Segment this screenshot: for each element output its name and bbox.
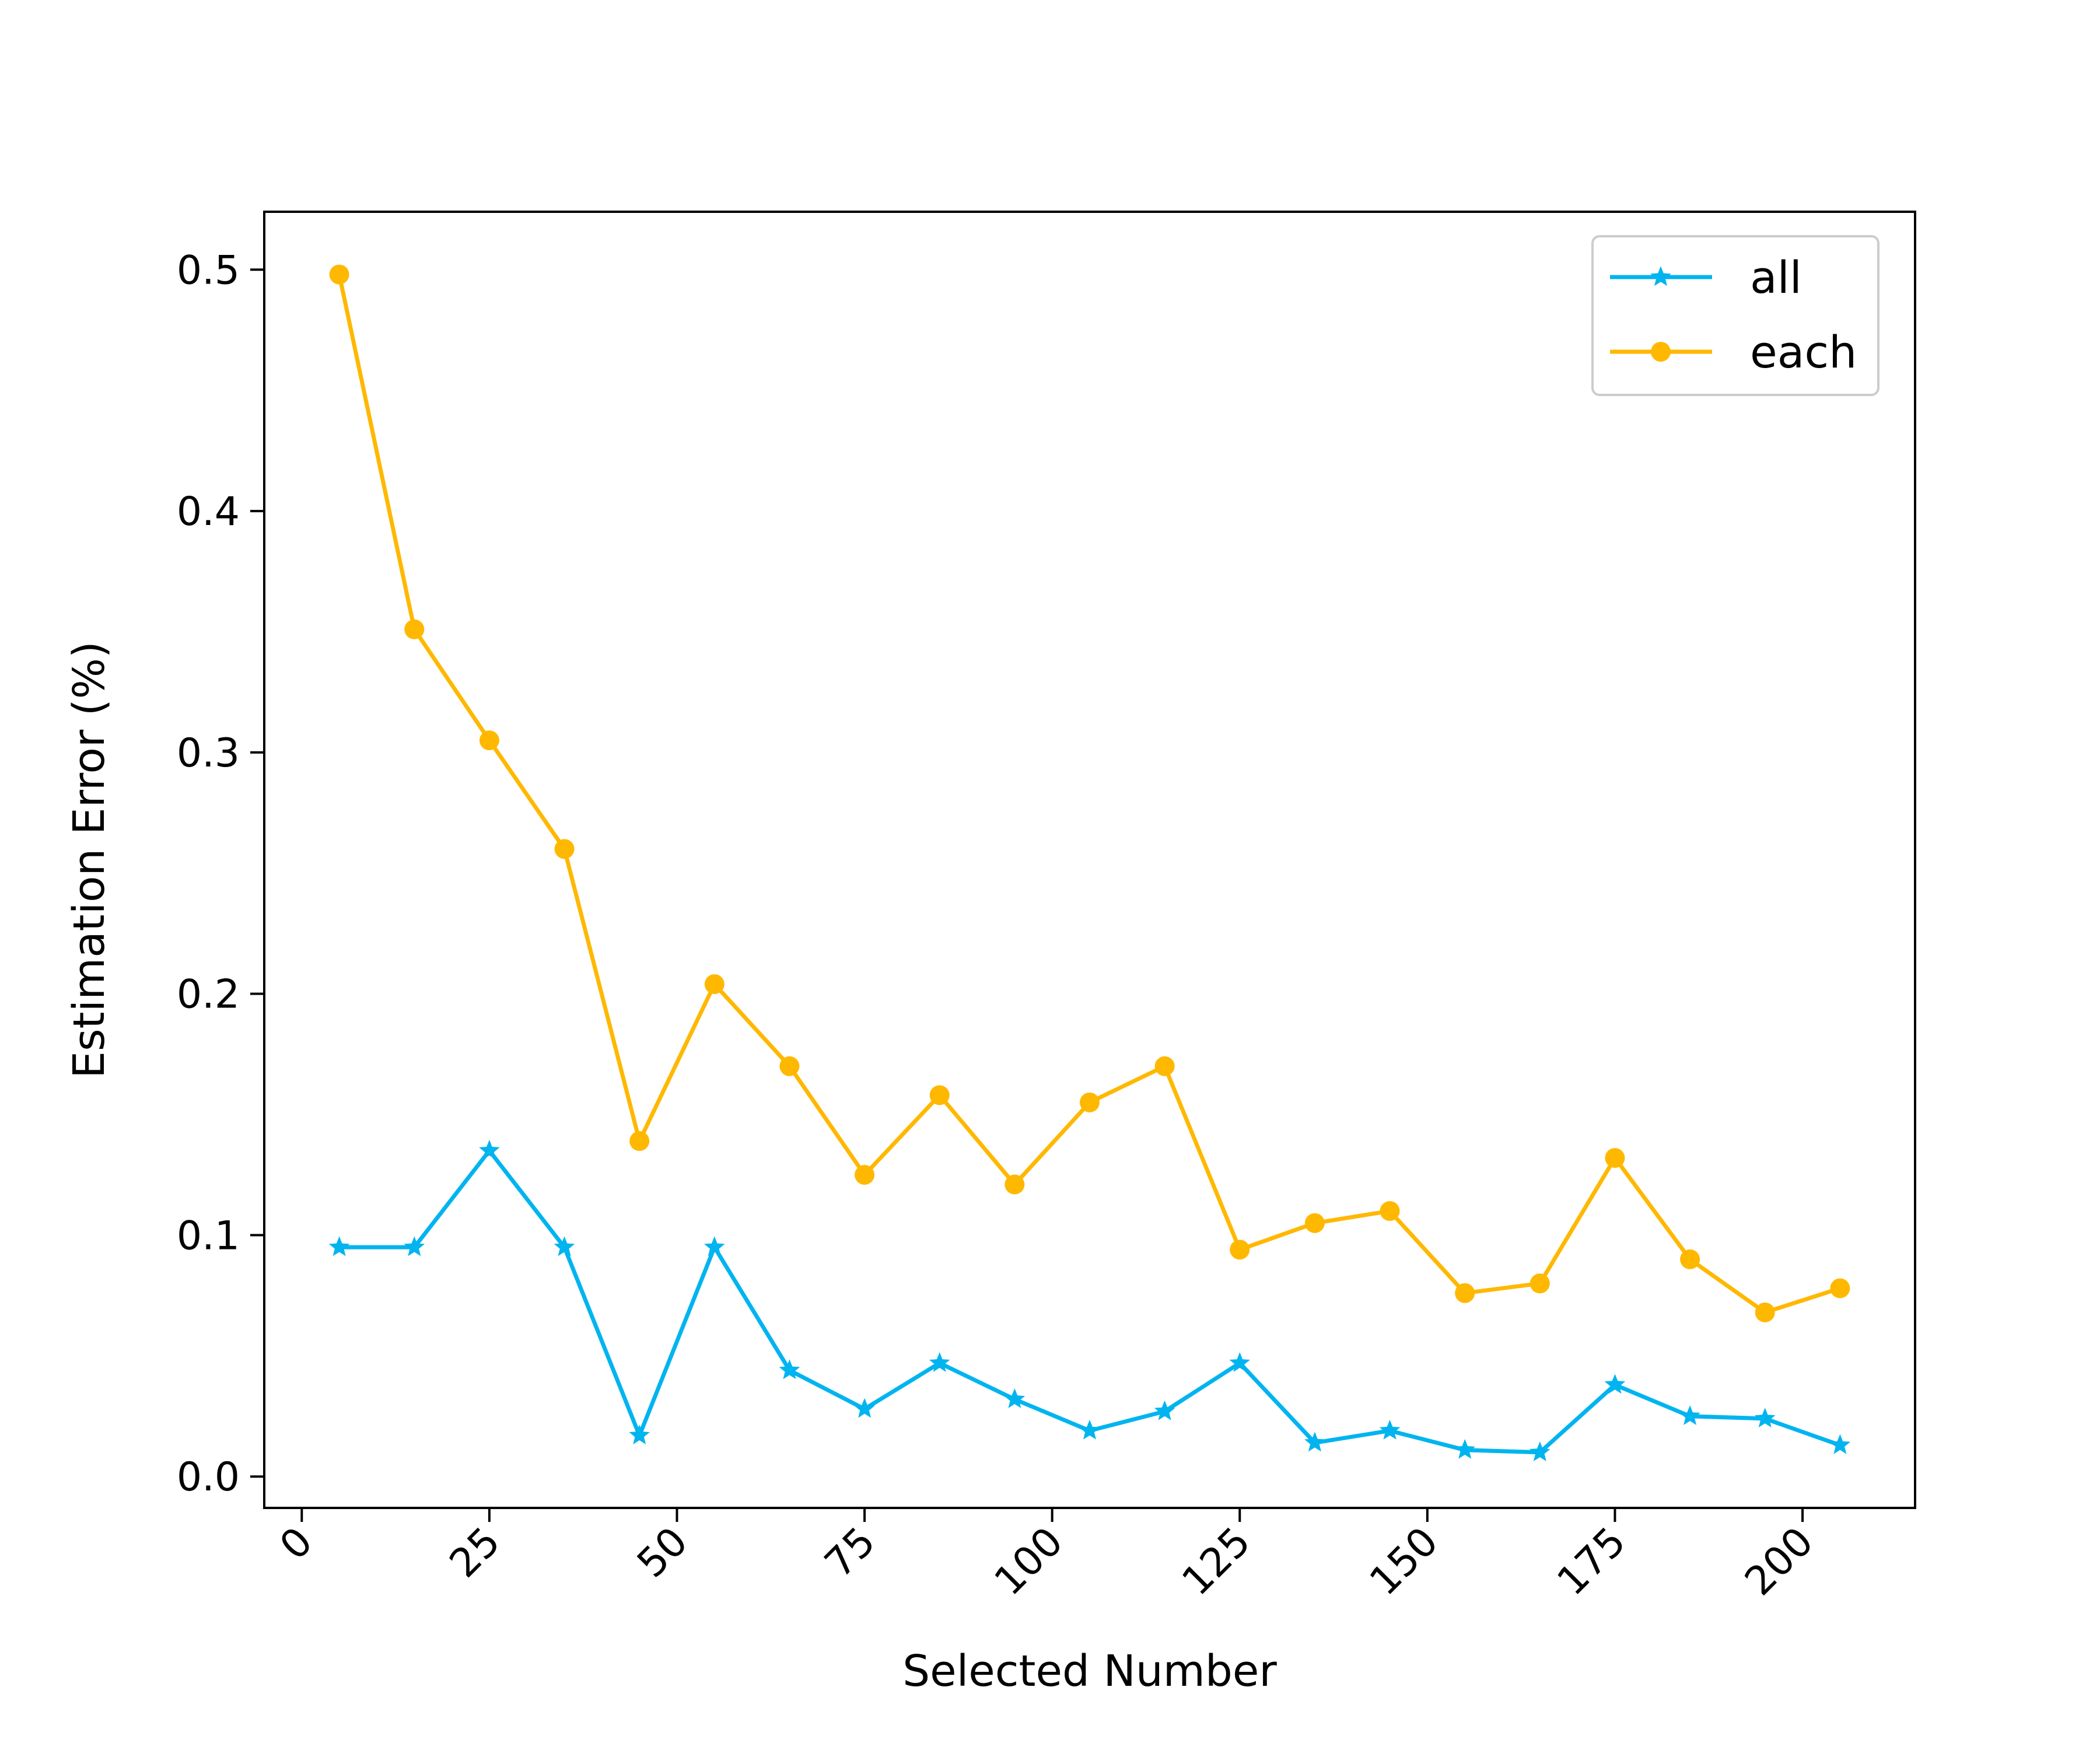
data-point-all [1154, 1400, 1175, 1420]
data-point-all [854, 1398, 875, 1418]
data-point-all [1530, 1441, 1550, 1462]
data-point-each [855, 1164, 875, 1185]
data-point-all [1229, 1352, 1251, 1372]
data-point-each [479, 730, 499, 751]
data-point-each [1680, 1249, 1700, 1269]
data-point-each [1230, 1240, 1250, 1260]
legend-marker [1651, 342, 1671, 362]
y-tick-label: 0.2 [177, 972, 240, 1018]
y-tick-label: 0.5 [177, 247, 240, 293]
y-tick-label: 0.3 [177, 730, 240, 776]
data-point-all [1304, 1432, 1325, 1452]
data-point-all [1004, 1388, 1026, 1408]
data-point-each [1605, 1148, 1625, 1168]
legend-item-each: each [1610, 326, 1857, 378]
data-point-each [554, 839, 575, 859]
data-point-all [704, 1236, 725, 1256]
data-point-all [404, 1236, 425, 1256]
data-point-all [1454, 1438, 1475, 1459]
series-all [328, 1139, 1851, 1462]
data-point-all [554, 1236, 575, 1256]
y-axis-label: Estimation Error (%) [64, 641, 114, 1079]
x-axis-label: Selected Number [902, 1646, 1277, 1696]
data-point-each [1830, 1278, 1850, 1298]
data-point-all [929, 1352, 950, 1372]
legend-item-all: all [1610, 251, 1802, 303]
plot-frame [263, 211, 1916, 1509]
data-point-all [779, 1359, 800, 1380]
y-tick-label: 0.1 [177, 1213, 240, 1259]
legend-label: each [1750, 326, 1857, 378]
data-point-each [704, 974, 724, 995]
data-point-each [1455, 1283, 1475, 1303]
data-point-all [629, 1424, 650, 1444]
data-point-each [329, 264, 349, 285]
data-point-all [1679, 1405, 1700, 1425]
data-point-all [479, 1139, 500, 1160]
data-point-each [929, 1085, 950, 1105]
data-point-each [1304, 1213, 1325, 1233]
data-point-all [1829, 1434, 1851, 1454]
data-point-all [1604, 1374, 1626, 1394]
data-point-all [1079, 1419, 1100, 1440]
data-point-all [1754, 1408, 1776, 1427]
data-point-each [1005, 1174, 1025, 1195]
y-tick-label: 0.4 [177, 489, 240, 535]
data-point-each [404, 619, 425, 639]
data-point-all [1379, 1419, 1401, 1440]
y-axis: 0.0 0.1 0.2 0.3 0.4 0.5 [177, 247, 264, 1500]
data-point-each [1380, 1201, 1400, 1222]
series-layer [328, 264, 1851, 1462]
data-point-each [779, 1056, 800, 1076]
legend-marker [1650, 266, 1671, 286]
data-point-each [629, 1131, 650, 1152]
series-each [329, 264, 1850, 1322]
data-point-each [1755, 1302, 1775, 1322]
data-point-all [328, 1236, 350, 1256]
legend: all each [1591, 235, 1880, 396]
data-point-each [1530, 1273, 1550, 1294]
data-point-each [1080, 1092, 1100, 1112]
y-tick-label: 0.0 [177, 1454, 240, 1500]
data-point-each [1154, 1056, 1175, 1076]
legend-label: all [1750, 251, 1802, 303]
